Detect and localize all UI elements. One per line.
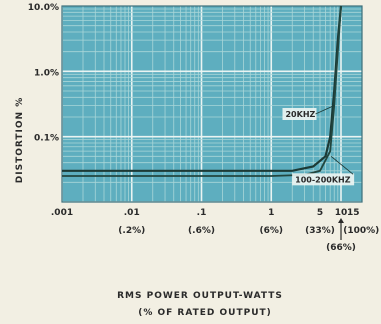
series-lines (62, 5, 343, 177)
x-tick-label: 10 (335, 208, 348, 218)
x-percent-label: (6%) (259, 226, 283, 236)
annotation-leader (315, 105, 335, 115)
series-line-1 (62, 5, 343, 172)
annotation-label: 20KHZ (285, 110, 315, 119)
x-tick-labels: .001.01.1 1 5 10 15 (51, 208, 360, 218)
arrow-head-icon (338, 218, 345, 223)
x-tick-label: 15 (347, 208, 360, 218)
x-axis-title: RMS POWER OUTPUT-WATTS (117, 291, 283, 301)
y-tick-labels: 10.0% 1.0% 0.1% (28, 3, 59, 144)
x-tick-label: 5 (317, 208, 323, 218)
x-axis-subtitle: (% OF RATED OUTPUT) (138, 308, 272, 318)
annotation-leader (330, 155, 354, 175)
x-tick-label: .01 (124, 208, 140, 218)
plot-frame (61, 5, 363, 203)
x-percent-label: (100%) (343, 226, 379, 236)
y-axis-title: DISTORTION % (15, 97, 25, 183)
x-percent-label: (66%) (326, 243, 356, 253)
annotation-box (292, 173, 355, 186)
y-tick-label: 1.0% (34, 68, 59, 78)
x-percent-label: (.6%) (188, 226, 215, 236)
x-tick-label: .1 (197, 208, 207, 218)
x-percent-label: (33%) (305, 226, 335, 236)
annotation-label: 100-200KHZ (295, 175, 351, 184)
plot-area (62, 6, 362, 202)
series-line-2 (62, 5, 342, 177)
x-percent-labels: (.2%) (.6%) (6%) (33%) (66%) (100%) (118, 218, 379, 253)
y-tick-label: 0.1% (34, 134, 59, 144)
annotation-box (282, 107, 317, 120)
annotations: 20KHZ 100-200KHZ (282, 105, 355, 186)
x-tick-label: 1 (268, 208, 274, 218)
y-tick-label: 10.0% (28, 3, 59, 13)
grid (61, 5, 363, 203)
x-tick-label: .001 (51, 208, 73, 218)
x-percent-label: (.2%) (118, 226, 145, 236)
